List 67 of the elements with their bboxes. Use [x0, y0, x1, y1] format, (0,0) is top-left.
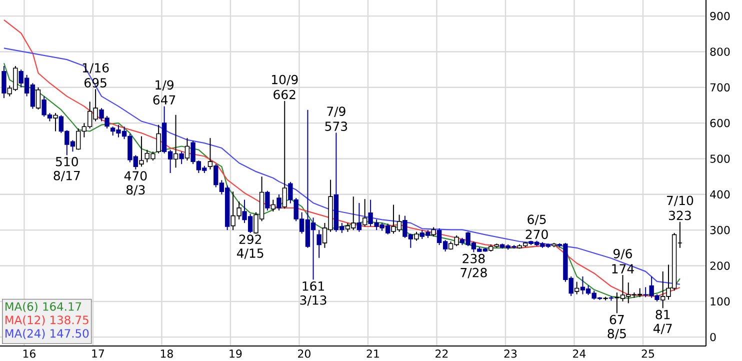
- annotation: 470: [124, 171, 147, 181]
- annotation: 81: [656, 310, 670, 320]
- annotation: 67: [610, 314, 624, 324]
- candlestick: [265, 190, 270, 211]
- x-tick-label: 17: [92, 350, 104, 358]
- x-tick-label: 24: [573, 350, 586, 358]
- annotation: 9/6: [614, 248, 632, 260]
- candlestick: [53, 112, 58, 132]
- candlestick: [431, 226, 436, 237]
- x-tick-label: 21: [366, 350, 379, 358]
- y-tick-label: 400: [710, 190, 730, 199]
- annotation: 7/9: [327, 106, 346, 117]
- x-tick-label: 25: [642, 350, 654, 358]
- annotation: 10/9: [272, 74, 298, 86]
- annotation: 292: [239, 234, 261, 244]
- annotation: 647: [153, 95, 176, 105]
- x-tick-label: 20: [298, 350, 310, 358]
- annotation: 8/3: [126, 185, 145, 196]
- text: MA(12) 138.75: [6, 315, 88, 326]
- candlestick: [282, 100, 287, 210]
- y-tick-label: 500: [710, 154, 730, 163]
- candlestick: [139, 136, 144, 168]
- y-tick-label: 100: [710, 297, 730, 306]
- candlestick: [574, 281, 580, 295]
- annotation: 8/17: [54, 170, 80, 182]
- annotation: 573: [325, 122, 348, 131]
- annotation: 3/13: [300, 295, 326, 306]
- candlestick: [270, 199, 276, 212]
- candlestick: [156, 124, 161, 154]
- annotation: 323: [669, 210, 691, 220]
- candlestick: [179, 151, 184, 165]
- y-tick-label: 300: [710, 226, 730, 234]
- annotation: 4/15: [236, 248, 264, 259]
- annotation: 6/5: [528, 214, 546, 226]
- annotation: 174: [612, 264, 634, 274]
- y-tick-label: 200: [710, 262, 730, 270]
- y-tick-label: 0: [710, 332, 716, 342]
- x-tick-label: 19: [230, 350, 242, 358]
- annotation: 510: [56, 156, 78, 166]
- text: MA(6) 164.17: [6, 302, 82, 312]
- y-tick-label: 800: [710, 48, 730, 56]
- annotation: 7/10: [666, 196, 694, 206]
- annotation: 161: [302, 281, 324, 291]
- candlestick: [316, 230, 322, 258]
- candlestick: [2, 65, 6, 99]
- annotation: 270: [526, 230, 548, 240]
- annotation: 238: [462, 254, 485, 264]
- annotation: 7/28: [460, 268, 487, 278]
- candlestick: [208, 138, 213, 170]
- candlestick: [276, 194, 282, 211]
- text: MA(24) 147.50: [6, 328, 89, 340]
- x-tick-label: 22: [436, 350, 448, 358]
- annotation: 662: [274, 90, 296, 100]
- x-tick-label: 16: [23, 350, 36, 358]
- candlestick: [356, 202, 362, 232]
- y-tick-label: 700: [710, 83, 730, 92]
- candlestick: [362, 198, 368, 228]
- x-tick-label: 23: [504, 350, 517, 358]
- x-tick-label: 18: [160, 350, 173, 358]
- candlestick: [184, 138, 190, 162]
- y-tick-label: 600: [710, 118, 730, 128]
- annotation: 4/7: [653, 324, 672, 334]
- candlestick: [173, 114, 178, 168]
- y-tick-label: 900: [710, 12, 730, 20]
- annotation: 1/9: [156, 80, 174, 91]
- annotation: 8/5: [608, 328, 626, 340]
- candlestick: [36, 86, 41, 110]
